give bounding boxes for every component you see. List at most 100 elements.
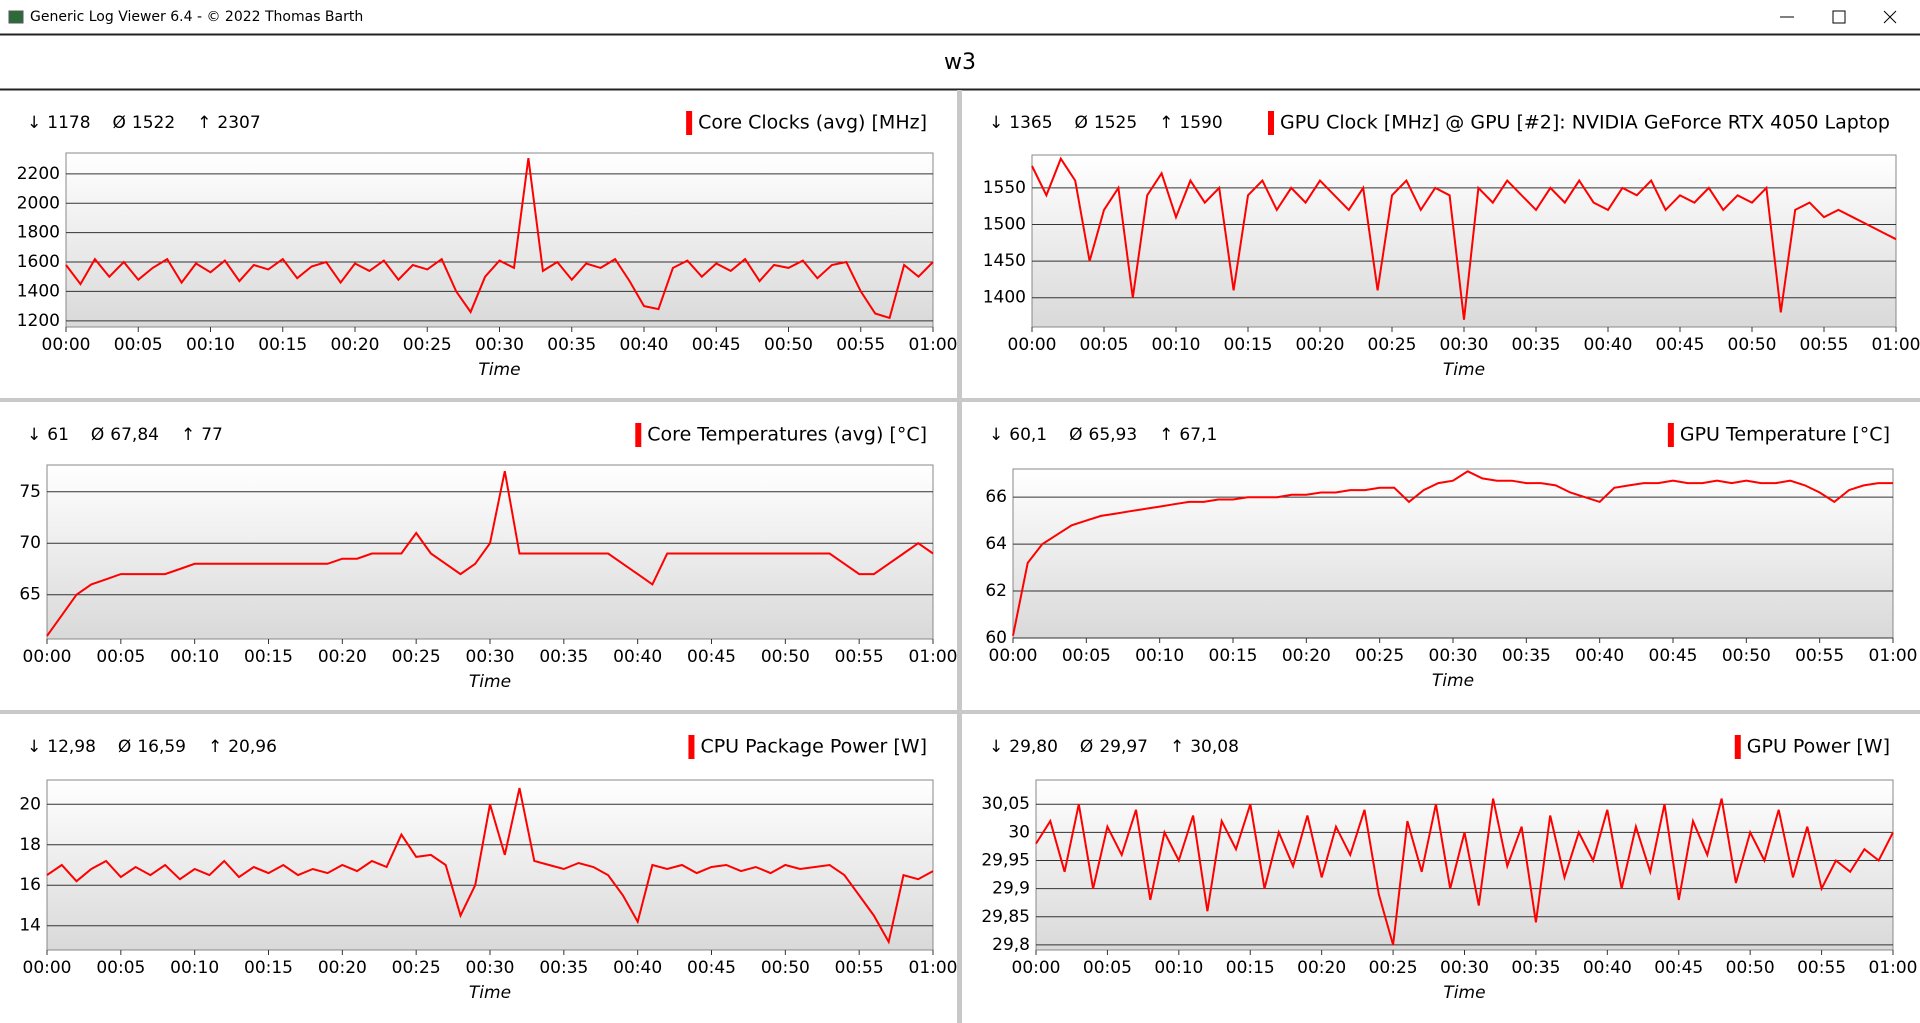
x-tick-label: 00:35 bbox=[1502, 646, 1551, 666]
y-tick-label: 14 bbox=[19, 916, 41, 936]
x-tick-label: 00:50 bbox=[1726, 958, 1775, 978]
stat-symbol: ↓ bbox=[27, 737, 41, 757]
x-tick-label: 00:25 bbox=[1369, 958, 1418, 978]
x-tick-label: 00:25 bbox=[1368, 335, 1417, 355]
stat-value: 1525 bbox=[1094, 113, 1137, 133]
stat-symbol: ↑ bbox=[1159, 113, 1173, 133]
x-tick-label: 00:50 bbox=[764, 335, 813, 355]
x-tick-label: 00:25 bbox=[392, 647, 441, 667]
x-tick-label: 00:05 bbox=[1080, 335, 1129, 355]
plot-area bbox=[46, 464, 934, 640]
x-tick-label: 00:10 bbox=[1135, 646, 1184, 666]
x-tick-label: 00:55 bbox=[835, 647, 884, 667]
y-tick-label: 66 bbox=[985, 487, 1007, 507]
x-tick-label: 00:15 bbox=[1224, 335, 1273, 355]
x-tick-label: 00:55 bbox=[835, 958, 884, 978]
legend-label: GPU Power [W] bbox=[1747, 736, 1890, 758]
x-tick-label: 00:10 bbox=[186, 335, 235, 355]
legend-swatch bbox=[1268, 111, 1274, 135]
x-tick-label: 00:20 bbox=[1282, 646, 1331, 666]
x-tick-label: 00:40 bbox=[1583, 958, 1632, 978]
window-title: Generic Log Viewer 6.4 - © 2022 Thomas B… bbox=[30, 9, 363, 25]
x-tick-label: 00:40 bbox=[1575, 646, 1624, 666]
panel-divider bbox=[957, 90, 962, 1023]
x-tick-label: 00:05 bbox=[114, 335, 163, 355]
x-tick-label: 00:15 bbox=[258, 335, 307, 355]
legend-swatch bbox=[688, 735, 695, 759]
x-axis-label: Time bbox=[1432, 671, 1474, 691]
y-tick-label: 1500 bbox=[983, 215, 1026, 235]
stat-symbol: ↓ bbox=[989, 737, 1003, 757]
x-tick-label: 00:35 bbox=[1512, 335, 1561, 355]
x-tick-label: 01:00 bbox=[909, 647, 958, 667]
stat-value: 61 bbox=[47, 425, 69, 445]
x-tick-label: 00:00 bbox=[1012, 958, 1061, 978]
x-axis-label: Time bbox=[469, 983, 511, 1003]
x-tick-label: 01:00 bbox=[909, 958, 958, 978]
x-tick-label: 00:50 bbox=[1722, 646, 1771, 666]
y-tick-label: 65 bbox=[19, 585, 41, 605]
stat-symbol: Ø bbox=[91, 425, 104, 445]
y-tick-label: 30,05 bbox=[981, 794, 1030, 814]
x-tick-label: 00:10 bbox=[1152, 335, 1201, 355]
stat-symbol: ↑ bbox=[1170, 737, 1184, 757]
x-tick-label: 00:45 bbox=[687, 958, 736, 978]
x-tick-label: 00:05 bbox=[1062, 646, 1111, 666]
y-tick-label: 1400 bbox=[983, 288, 1026, 308]
stat-symbol: ↓ bbox=[989, 113, 1003, 133]
y-tick-label: 20 bbox=[19, 794, 41, 814]
x-tick-label: 00:35 bbox=[539, 647, 588, 667]
panel-divider bbox=[0, 398, 1920, 402]
stat-symbol: Ø bbox=[1080, 737, 1093, 757]
legend-label: GPU Temperature [°C] bbox=[1680, 424, 1890, 446]
y-tick-label: 60 bbox=[985, 628, 1007, 648]
data-line bbox=[65, 157, 934, 320]
stat-value: 60,1 bbox=[1009, 425, 1047, 445]
x-tick-label: 00:10 bbox=[1154, 958, 1203, 978]
x-tick-label: 00:35 bbox=[547, 335, 596, 355]
y-tick-label: 2200 bbox=[17, 164, 60, 184]
close-button[interactable] bbox=[1883, 10, 1897, 24]
x-tick-label: 00:25 bbox=[392, 958, 441, 978]
header: w3 bbox=[944, 50, 976, 75]
x-tick-label: 00:45 bbox=[687, 647, 736, 667]
legend-swatch bbox=[635, 423, 642, 447]
stat-value: 1178 bbox=[47, 113, 90, 133]
y-tick-label: 18 bbox=[19, 835, 41, 855]
x-tick-label: 00:20 bbox=[1297, 958, 1346, 978]
y-tick-label: 29,85 bbox=[981, 907, 1030, 927]
data-line bbox=[46, 470, 934, 637]
x-tick-label: 00:55 bbox=[1797, 958, 1846, 978]
x-tick-label: 00:25 bbox=[1355, 646, 1404, 666]
x-tick-label: 00:50 bbox=[1728, 335, 1777, 355]
x-tick-label: 00:50 bbox=[761, 958, 810, 978]
x-tick-label: 00:45 bbox=[1649, 646, 1698, 666]
x-axis-label: Time bbox=[1443, 360, 1485, 380]
x-tick-label: 00:20 bbox=[1296, 335, 1345, 355]
data-line bbox=[1031, 156, 1897, 320]
x-tick-label: 00:15 bbox=[244, 958, 293, 978]
y-tick-label: 1800 bbox=[17, 223, 60, 243]
x-tick-label: 00:30 bbox=[1429, 646, 1478, 666]
x-tick-label: 00:20 bbox=[318, 958, 367, 978]
data-line bbox=[1012, 470, 1893, 636]
stat-value: 16,59 bbox=[137, 737, 186, 757]
x-tick-label: 00:10 bbox=[170, 647, 219, 667]
stat-symbol: ↓ bbox=[27, 113, 41, 133]
x-tick-label: 00:05 bbox=[1083, 958, 1132, 978]
y-tick-label: 1450 bbox=[983, 251, 1026, 271]
x-tick-label: 00:15 bbox=[244, 647, 293, 667]
x-tick-label: 01:00 bbox=[1869, 646, 1918, 666]
stat-symbol: ↑ bbox=[197, 113, 211, 133]
x-tick-label: 01:00 bbox=[1872, 335, 1920, 355]
legend-label: Core Temperatures (avg) [°C] bbox=[647, 424, 927, 446]
maximize-button[interactable] bbox=[1832, 10, 1846, 24]
x-tick-label: 00:55 bbox=[836, 335, 885, 355]
x-tick-label: 00:40 bbox=[613, 647, 662, 667]
legend-label: GPU Clock [MHz] @ GPU [#2]: NVIDIA GeFor… bbox=[1280, 112, 1890, 134]
x-tick-label: 00:20 bbox=[318, 647, 367, 667]
x-tick-label: 00:40 bbox=[613, 958, 662, 978]
x-tick-label: 00:00 bbox=[42, 335, 91, 355]
